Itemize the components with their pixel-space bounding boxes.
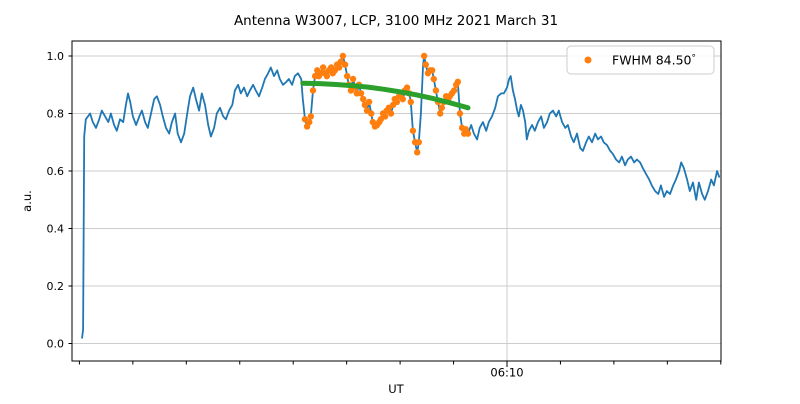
- scan-points-dot: [307, 113, 315, 120]
- y-tick-label-0.4: 0.4: [47, 222, 65, 235]
- legend-marker-dot: [584, 56, 592, 64]
- scan-points-dot: [349, 75, 357, 83]
- scan-points-dot: [454, 78, 462, 86]
- degree-symbol: °: [692, 54, 697, 64]
- scan-points-dot: [464, 130, 472, 137]
- scan-points-dot: [414, 149, 421, 156]
- scan-points-dot: [430, 75, 437, 83]
- scan-points-dot: [403, 84, 411, 91]
- x-axis-label: UT: [388, 382, 404, 396]
- scan-points-dot: [415, 139, 423, 146]
- scan-points-dot: [450, 87, 458, 94]
- scan-points-dot: [357, 90, 365, 97]
- y-tick-label-0.8: 0.8: [47, 107, 65, 120]
- scan-points-dot: [381, 113, 389, 120]
- scan-points-dot: [407, 98, 414, 106]
- chart-title: Antenna W3007, LCP, 3100 MHz 2021 March …: [234, 13, 558, 29]
- scan-points-dot: [323, 72, 331, 80]
- y-tick-label-0.6: 0.6: [47, 165, 65, 178]
- scan-points-dot: [387, 110, 395, 117]
- scan-points-dot: [422, 61, 429, 68]
- axis-tick-labels: 0.0 0.2 0.4 0.6 0.8 1.0 06:10: [47, 50, 524, 380]
- scan-points-dot: [339, 52, 347, 60]
- y-axis-label: a.u.: [20, 190, 34, 212]
- scan-points-dot: [428, 67, 436, 74]
- scan-points-dot: [319, 64, 327, 71]
- scan-points-dot: [368, 110, 375, 117]
- legend-box: [566, 45, 715, 75]
- scan-points-dot: [409, 127, 417, 134]
- y-tick-label-0.0: 0.0: [47, 337, 65, 350]
- scan-points-dot: [309, 87, 317, 94]
- scan-points-dot: [399, 95, 406, 103]
- data-series: [81, 52, 721, 339]
- gaussian-fit-line: [300, 80, 471, 111]
- axis-ticks: [68, 55, 722, 367]
- axes-spines: [71, 40, 722, 362]
- scan-points-dot: [393, 98, 401, 106]
- scan-points-dot: [420, 52, 428, 60]
- y-tick-label-0.2: 0.2: [47, 280, 65, 293]
- scan-points-dot: [436, 110, 444, 117]
- scan-points-dot: [335, 64, 343, 71]
- x-tick-label-06:10: 06:10: [490, 366, 523, 380]
- scan-points-dot: [306, 118, 313, 126]
- legend: FWHM 84.50°: [566, 45, 715, 75]
- scan-points-dot: [432, 87, 440, 94]
- scan-points-dot: [360, 95, 367, 103]
- scan-points-dot: [343, 72, 351, 80]
- scan-points-dot: [341, 61, 349, 68]
- scan-points-dot: [365, 98, 373, 106]
- scan-points-dot: [438, 104, 445, 111]
- scan-points-dot: [456, 110, 464, 117]
- legend-label: FWHM 84.50°: [612, 53, 696, 68]
- y-tick-label-1.0: 1.0: [47, 50, 65, 63]
